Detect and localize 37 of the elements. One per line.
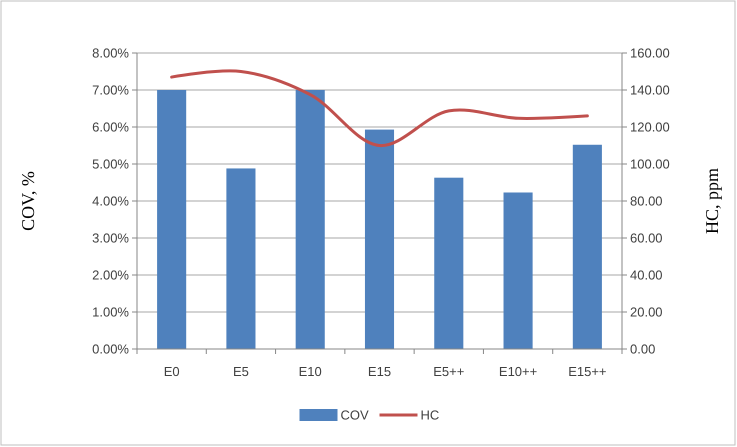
x-tick-label: E5 <box>232 364 249 379</box>
y-tick-label: 8.00% <box>92 46 130 61</box>
y-tick-label: 1.00% <box>92 304 130 320</box>
y-tick-label: 6.00% <box>92 120 130 135</box>
x-tick-label: E0 <box>164 364 180 379</box>
y-tick-label: 7.00% <box>92 82 130 98</box>
bar <box>572 144 602 349</box>
y2-tick-label: 140.00 <box>630 82 670 98</box>
y-tick-label: 4.00% <box>92 194 130 209</box>
bar <box>504 192 533 349</box>
y-axis-title: COV, % <box>18 171 38 231</box>
x-tick-label: E5++ <box>433 364 464 379</box>
y2-tick-label: 80.00 <box>630 194 663 209</box>
x-tick-label: E10 <box>298 364 322 379</box>
y2-tick-label: 20.00 <box>630 304 663 320</box>
bar <box>434 178 464 349</box>
legend-label: COV <box>340 408 369 423</box>
y2-tick-label: 0.00 <box>630 342 656 357</box>
bar <box>296 90 325 349</box>
bar <box>157 90 186 349</box>
bar <box>226 168 256 349</box>
y2-axis-title: HC, ppm <box>702 168 722 234</box>
line-series <box>170 69 589 147</box>
x-tick-label: E10++ <box>498 364 538 379</box>
y2-tick-label: 120.00 <box>630 120 670 135</box>
y2-tick-label: 60.00 <box>630 230 663 246</box>
y-tick-label: 3.00% <box>92 230 130 246</box>
y2-tick-label: 40.00 <box>630 268 663 283</box>
x-tick-label: E15++ <box>568 364 607 379</box>
y-tick-label: 0.00% <box>92 342 130 357</box>
y-tick-label: 5.00% <box>92 156 130 172</box>
y-tick-label: 2.00% <box>92 268 130 283</box>
y2-tick-label: 160.00 <box>630 46 670 61</box>
legend-label: HC <box>420 408 440 423</box>
y2-tick-label: 100.00 <box>630 156 670 172</box>
x-tick-label: E15 <box>368 364 392 379</box>
bar <box>364 130 394 349</box>
